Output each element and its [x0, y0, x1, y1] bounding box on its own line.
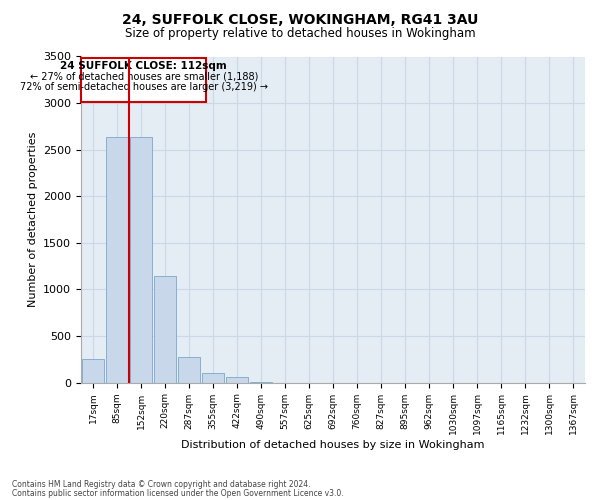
Text: Size of property relative to detached houses in Wokingham: Size of property relative to detached ho…	[125, 28, 475, 40]
Bar	[106, 136, 128, 382]
Text: Contains HM Land Registry data © Crown copyright and database right 2024.: Contains HM Land Registry data © Crown c…	[12, 480, 311, 489]
Bar	[226, 378, 248, 382]
Text: Contains public sector information licensed under the Open Government Licence v3: Contains public sector information licen…	[12, 490, 344, 498]
X-axis label: Distribution of detached houses by size in Wokingham: Distribution of detached houses by size …	[181, 440, 485, 450]
Text: ← 27% of detached houses are smaller (1,188): ← 27% of detached houses are smaller (1,…	[29, 72, 258, 82]
Y-axis label: Number of detached properties: Number of detached properties	[28, 132, 38, 307]
Bar	[178, 358, 200, 382]
Bar	[82, 360, 104, 382]
Text: 24, SUFFOLK CLOSE, WOKINGHAM, RG41 3AU: 24, SUFFOLK CLOSE, WOKINGHAM, RG41 3AU	[122, 12, 478, 26]
Text: 24 SUFFOLK CLOSE: 112sqm: 24 SUFFOLK CLOSE: 112sqm	[61, 61, 227, 71]
Bar	[130, 136, 152, 382]
Bar	[154, 276, 176, 382]
Bar	[202, 374, 224, 382]
Text: 72% of semi-detached houses are larger (3,219) →: 72% of semi-detached houses are larger (…	[20, 82, 268, 92]
FancyBboxPatch shape	[82, 58, 206, 102]
